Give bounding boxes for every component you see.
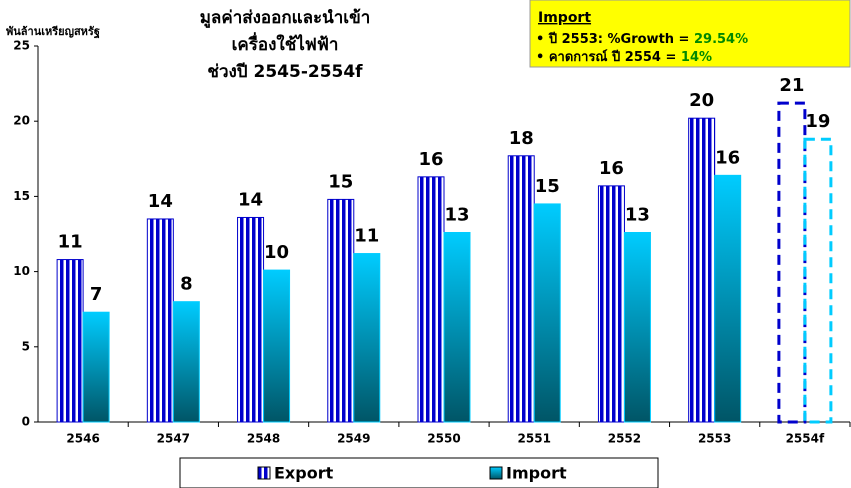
- x-tick-label: 2548: [247, 432, 280, 446]
- y-tick-label: 5: [22, 339, 30, 353]
- value-label: 11: [58, 232, 83, 253]
- x-tick-label: 2547: [157, 432, 190, 446]
- bar: [56, 259, 84, 423]
- legend-label: Export: [274, 464, 334, 483]
- annotation-heading: Import: [538, 10, 591, 26]
- annotation-box: [529, 0, 851, 68]
- bar: [443, 231, 471, 423]
- x-tick-label: 2550: [427, 432, 460, 446]
- chart-title: มูลค่าส่งออกและนำเข้า: [200, 8, 371, 29]
- bar: [597, 185, 625, 423]
- bar: [417, 176, 445, 423]
- y-tick-label: 20: [13, 114, 30, 128]
- value-label: 14: [148, 191, 173, 212]
- value-label: 19: [805, 111, 830, 132]
- value-label: 8: [180, 274, 193, 295]
- y-axis-label: พันล้านเหรียญสหรัฐ: [6, 25, 100, 39]
- value-label: 11: [354, 226, 379, 247]
- legend-label: Import: [506, 464, 567, 483]
- value-label: 21: [779, 75, 804, 96]
- value-label: 10: [264, 242, 289, 263]
- bar: [172, 301, 200, 423]
- annotation-line: • ปี 2553: %Growth = 29.54%: [536, 31, 748, 47]
- value-label: 7: [90, 284, 103, 305]
- bar: [327, 198, 355, 423]
- value-label: 18: [509, 128, 534, 149]
- x-tick-label: 2551: [518, 432, 551, 446]
- annotation-line: • คาดการณ์ ปี 2554 = 14%: [536, 49, 712, 65]
- value-label: 15: [328, 171, 353, 192]
- y-tick-label: 15: [13, 189, 30, 203]
- x-tick-label: 2549: [337, 432, 370, 446]
- bar: [353, 253, 381, 423]
- chart-title: เครื่องใช้ไฟฟ้า: [232, 32, 339, 55]
- bar: [237, 216, 265, 423]
- chart-title: ช่วงปี 2545-2554f: [207, 61, 363, 82]
- value-label: 15: [535, 176, 560, 197]
- y-tick-label: 10: [13, 264, 30, 278]
- y-tick-label: 25: [13, 39, 30, 53]
- value-label: 13: [625, 204, 650, 225]
- legend-swatch: [257, 466, 271, 480]
- bar: [263, 269, 291, 423]
- value-label: 13: [444, 204, 469, 225]
- value-label: 16: [715, 147, 740, 168]
- bar: [533, 203, 561, 423]
- x-tick-label: 2553: [698, 432, 731, 446]
- value-label: 14: [238, 189, 263, 210]
- value-label: 16: [418, 149, 443, 170]
- bar: [777, 101, 807, 424]
- value-label: 16: [599, 158, 624, 179]
- bar: [146, 218, 174, 423]
- legend-swatch: [489, 466, 503, 480]
- bar: [688, 117, 716, 423]
- y-tick-label: 0: [22, 415, 30, 429]
- bar: [623, 231, 651, 423]
- x-tick-label: 2552: [608, 432, 641, 446]
- bar: [803, 137, 833, 424]
- legend: [179, 457, 659, 488]
- bar: [714, 174, 742, 423]
- value-label: 20: [689, 90, 714, 111]
- bar: [82, 311, 110, 423]
- x-tick-label: 2554f: [786, 432, 825, 446]
- bar: [507, 155, 535, 423]
- x-tick-label: 2546: [66, 432, 99, 446]
